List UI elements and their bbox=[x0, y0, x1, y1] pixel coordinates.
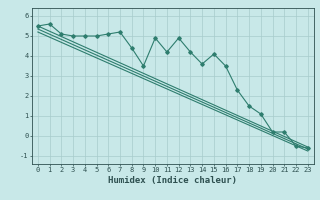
X-axis label: Humidex (Indice chaleur): Humidex (Indice chaleur) bbox=[108, 176, 237, 185]
